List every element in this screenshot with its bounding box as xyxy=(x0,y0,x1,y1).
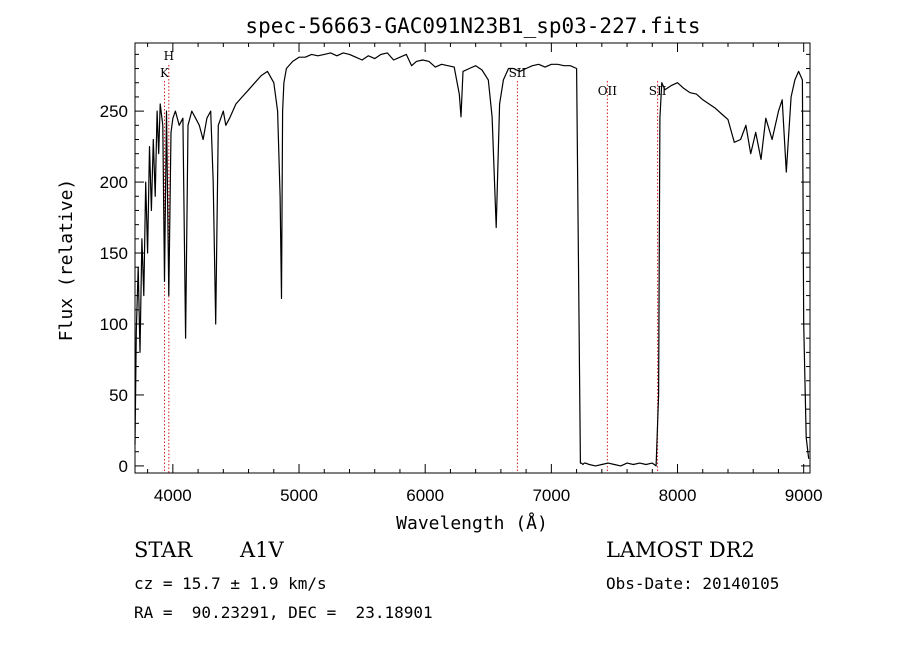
x-tick-label: 9000 xyxy=(785,486,823,505)
redshift-velocity: cz = 15.7 ± 1.9 km/s xyxy=(134,574,327,593)
chart-title: spec-56663-GAC091N23B1_sp03-227.fits xyxy=(245,14,700,38)
plot-frame xyxy=(134,42,811,474)
y-tick-label: 50 xyxy=(109,386,128,405)
x-axis: 4000 5000 6000 7000 8000 9000 xyxy=(147,43,823,505)
y-tick-label: 250 xyxy=(100,102,128,121)
emission-line-markers: KH SII OII SII xyxy=(160,49,667,473)
spectral-subclass: A1V xyxy=(240,538,284,562)
line-marker-label: K xyxy=(160,66,170,80)
line-marker-label: SII xyxy=(649,84,667,98)
y-axis-label: Flux (relative) xyxy=(56,179,77,342)
line-marker-label: H xyxy=(164,49,174,63)
line-marker-label: SII xyxy=(509,66,527,80)
x-tick-label: 6000 xyxy=(406,486,444,505)
y-tick-label: 100 xyxy=(100,315,128,334)
survey-name: LAMOST DR2 xyxy=(606,538,755,562)
coordinates: RA = 90.23291, DEC = 23.18901 xyxy=(134,603,433,622)
y-tick-label: 0 xyxy=(119,457,128,476)
spectrum-line xyxy=(134,52,810,467)
x-tick-label: 4000 xyxy=(154,486,192,505)
observation-date: Obs-Date: 20140105 xyxy=(606,574,780,593)
y-tick-label: 150 xyxy=(100,244,128,263)
y-axis: 0 50 100 150 200 250 xyxy=(100,53,810,476)
line-marker-label: OII xyxy=(598,84,618,98)
y-tick-label: 200 xyxy=(100,173,128,192)
object-type: STAR xyxy=(134,538,193,562)
x-tick-label: 8000 xyxy=(659,486,697,505)
x-axis-label: Wavelength (Å) xyxy=(396,512,548,534)
x-tick-label: 5000 xyxy=(280,486,318,505)
x-tick-label: 7000 xyxy=(532,486,570,505)
